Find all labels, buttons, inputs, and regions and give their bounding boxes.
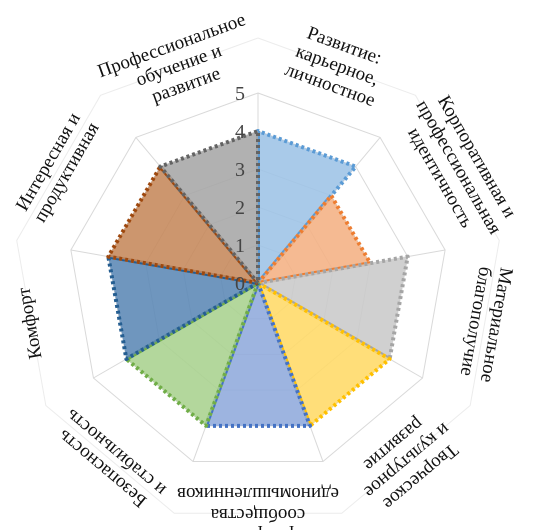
series-wedge-7	[106, 164, 260, 285]
category-label-line: Формирование	[198, 525, 319, 530]
chart-outer-frame	[16, 37, 500, 514]
outer-frame	[16, 37, 500, 514]
grid-ring-5	[70, 92, 446, 463]
category-label-0: Развитие:карьерное,личностное	[282, 23, 384, 112]
category-label-6: Комфорт	[13, 285, 46, 360]
tick-label: 3	[235, 159, 245, 181]
tick-label: 2	[235, 197, 245, 219]
radial-tick-labels: 0 1 2 3 4 5	[235, 83, 245, 295]
series-wedge-8	[158, 129, 260, 285]
category-label-1: Корпоративная ипрофессиональнаяидентично…	[403, 92, 520, 238]
category-label-line: сообщества	[210, 504, 305, 525]
tick-label: 4	[235, 121, 245, 143]
radar-series	[106, 129, 410, 428]
tick-label: 0	[235, 273, 245, 295]
category-label-line: Комфорт	[13, 285, 46, 360]
series-wedge-3	[256, 281, 392, 428]
tick-label: 1	[235, 235, 245, 257]
category-label-4: Формированиесообществаединомышленников	[177, 483, 339, 530]
series-wedge-2	[256, 254, 410, 361]
category-label-line: единомышленников	[177, 483, 339, 504]
tick-label: 5	[235, 83, 245, 105]
